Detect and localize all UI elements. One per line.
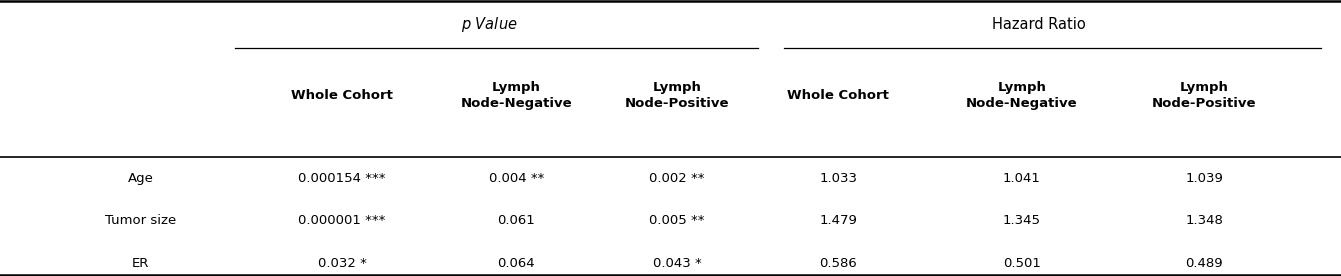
Text: 0.005 **: 0.005 ** [649, 214, 705, 227]
Text: 0.043 *: 0.043 * [653, 257, 701, 270]
Text: 0.002 **: 0.002 ** [649, 171, 705, 185]
Text: 1.039: 1.039 [1185, 171, 1223, 185]
Text: 1.041: 1.041 [1003, 171, 1041, 185]
Text: Lymph
Node-Negative: Lymph Node-Negative [460, 81, 573, 110]
Text: 0.064: 0.064 [498, 257, 535, 270]
Text: 0.501: 0.501 [1003, 257, 1041, 270]
Text: 0.061: 0.061 [498, 214, 535, 227]
Text: Whole Cohort: Whole Cohort [787, 89, 889, 102]
Text: 0.586: 0.586 [819, 257, 857, 270]
Text: Lymph
Node-Positive: Lymph Node-Positive [1152, 81, 1257, 110]
Text: Whole Cohort: Whole Cohort [291, 89, 393, 102]
Text: 0.000001 ***: 0.000001 *** [298, 214, 386, 227]
Text: 1.479: 1.479 [819, 214, 857, 227]
Text: 1.348: 1.348 [1185, 214, 1223, 227]
Text: 1.345: 1.345 [1003, 214, 1041, 227]
Text: 0.004 **: 0.004 ** [488, 171, 544, 185]
Text: 0.000154 ***: 0.000154 *** [298, 171, 386, 185]
Text: 0.032 *: 0.032 * [318, 257, 366, 270]
Text: Age: Age [127, 171, 154, 185]
Text: 0.489: 0.489 [1185, 257, 1223, 270]
Text: Tumor size: Tumor size [105, 214, 177, 227]
Text: 1.033: 1.033 [819, 171, 857, 185]
Text: Lymph
Node-Positive: Lymph Node-Positive [625, 81, 730, 110]
Text: Lymph
Node-Negative: Lymph Node-Negative [966, 81, 1078, 110]
Text: Hazard Ratio: Hazard Ratio [992, 17, 1086, 32]
Text: $p$ Value: $p$ Value [461, 15, 518, 34]
Text: ER: ER [133, 257, 149, 270]
